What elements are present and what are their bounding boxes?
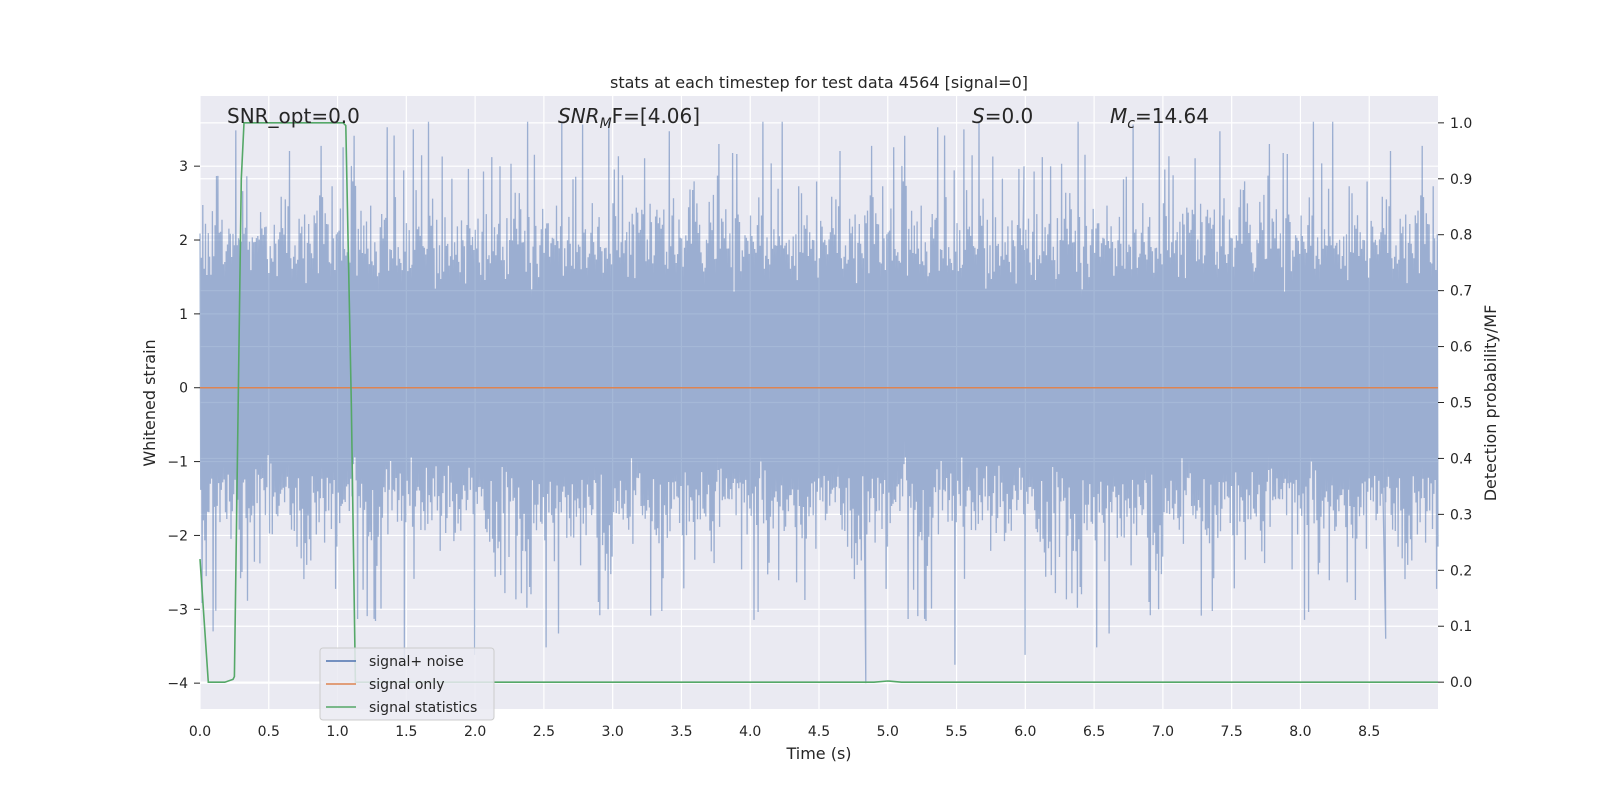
y2-tick-label: 0.1 bbox=[1450, 619, 1472, 635]
x-tick-label: 8.0 bbox=[1289, 724, 1311, 740]
x-tick-label: 2.0 bbox=[464, 724, 486, 740]
y2-tick-label: 0.5 bbox=[1450, 396, 1472, 412]
x-tick-label: 2.5 bbox=[533, 724, 555, 740]
y-tick-label: −1 bbox=[167, 455, 188, 471]
y-axis-label: Whitened strain bbox=[140, 339, 159, 466]
x-tick-label: 3.5 bbox=[670, 724, 692, 740]
series-signal-statistics bbox=[199, 122, 1438, 683]
legend-label-signal-noise: signal+ noise bbox=[369, 654, 464, 670]
chart-title: stats at each timestep for test data 456… bbox=[610, 73, 1028, 92]
legend-box bbox=[319, 647, 495, 721]
x-tick-label: 7.0 bbox=[1152, 724, 1174, 740]
y2-axis-label: Detection probability/MF bbox=[1481, 305, 1500, 502]
y2-tick-label: 0.3 bbox=[1450, 507, 1472, 523]
y2-tick-label: 0.2 bbox=[1450, 563, 1472, 579]
x-tick-label: 4.5 bbox=[808, 724, 830, 740]
y2-tick-label: 0.9 bbox=[1450, 172, 1472, 188]
x-tick-label: 0.0 bbox=[189, 724, 211, 740]
legend-label-signal-statistics: signal statistics bbox=[369, 700, 477, 716]
tick-labels: 0.0 0.5 1.0 1.5 2.0 2.5 3.0 3.5 4.0 4.5 5.0 5.5 6.0 6… bbox=[167, 116, 1472, 740]
series-layer bbox=[199, 121, 1439, 684]
x-tick-label: 5.5 bbox=[945, 724, 967, 740]
x-tick-label: 3.0 bbox=[602, 724, 624, 740]
y2-tick-label: 0.6 bbox=[1450, 340, 1472, 356]
x-tick-label: 1.0 bbox=[326, 724, 348, 740]
y2-tick-label: 0.7 bbox=[1450, 284, 1472, 300]
x-tick-label: 0.5 bbox=[258, 724, 280, 740]
x-tick-label: 6.0 bbox=[1014, 724, 1036, 740]
y2-tick-label: 0.8 bbox=[1450, 228, 1472, 244]
x-tick-label: 8.5 bbox=[1358, 724, 1380, 740]
y-tick-label: −4 bbox=[167, 676, 188, 692]
x-tick-label: 5.0 bbox=[877, 724, 899, 740]
y-tick-label: 1 bbox=[179, 307, 188, 323]
x-axis-label: Time (s) bbox=[785, 744, 851, 763]
annotation-s-stat: S=0.0 bbox=[972, 104, 1033, 128]
y-tick-label: 2 bbox=[179, 233, 188, 249]
annotation-chirp-mass: Mc=14.64 bbox=[1110, 104, 1209, 132]
legend: signal+ noise signal only signal statist… bbox=[319, 647, 495, 721]
x-tick-label: 4.0 bbox=[739, 724, 761, 740]
legend-label-signal-only: signal only bbox=[369, 677, 444, 693]
y-tick-label: −2 bbox=[167, 528, 188, 544]
series-signal-noise bbox=[199, 121, 1439, 684]
y2-tick-label: 1.0 bbox=[1450, 116, 1472, 132]
y-tick-label: 0 bbox=[179, 381, 188, 397]
x-tick-label: 6.5 bbox=[1083, 724, 1105, 740]
y-tick-label: −3 bbox=[167, 602, 188, 618]
y-tick-label: 3 bbox=[179, 159, 188, 175]
x-tick-label: 1.5 bbox=[395, 724, 417, 740]
x-tick-label: 7.5 bbox=[1221, 724, 1243, 740]
annotation-snr-mf: SNRMF=[4.06] bbox=[558, 104, 700, 132]
y2-tick-label: 0.0 bbox=[1450, 675, 1472, 691]
annotation-snr-opt: SNR_opt=0.0 bbox=[227, 104, 360, 128]
y2-tick-label: 0.4 bbox=[1450, 451, 1472, 467]
